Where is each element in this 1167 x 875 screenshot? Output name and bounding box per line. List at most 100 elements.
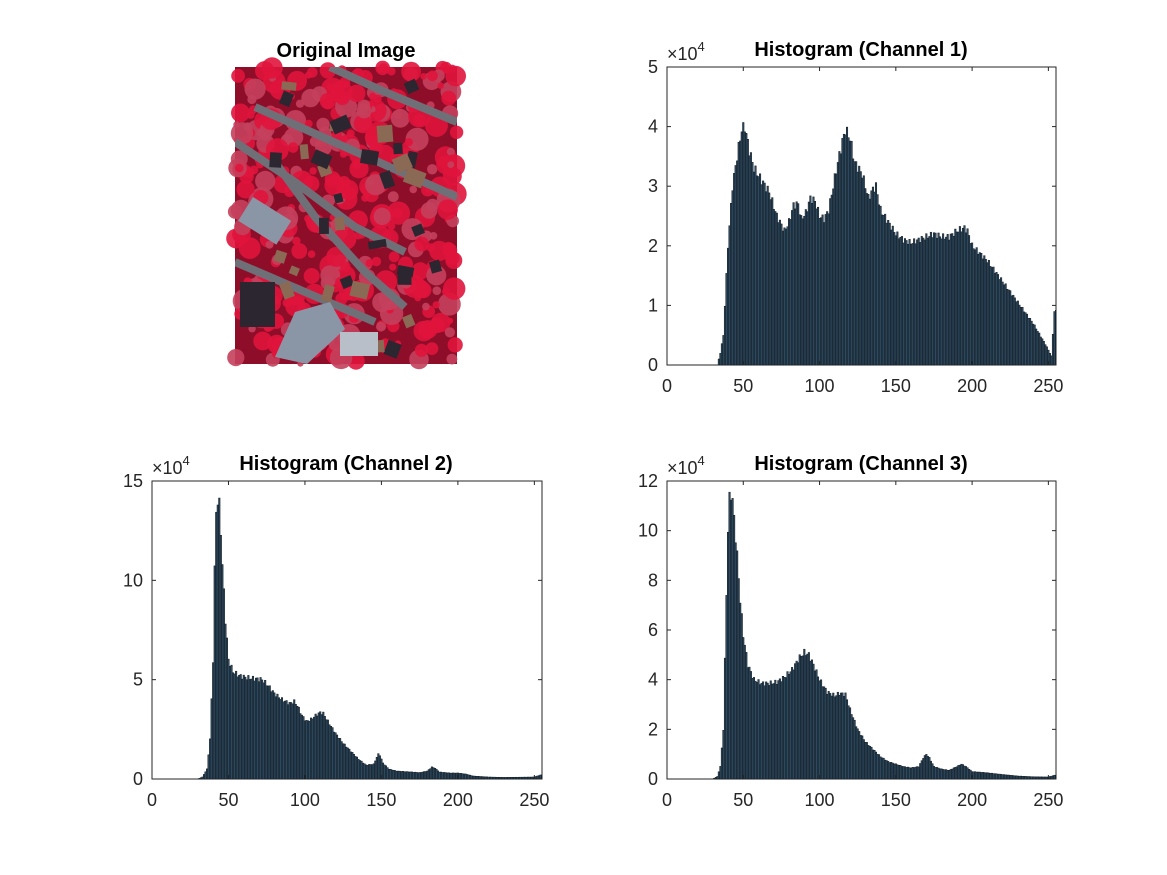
foliage-patch — [292, 236, 301, 246]
house-roof — [428, 259, 443, 274]
y-exponent-label: ×104 — [667, 39, 705, 64]
foliage-patch — [443, 277, 466, 300]
foliage-patch — [238, 237, 261, 259]
aerial-image — [226, 57, 467, 370]
y-tick-label: 3 — [648, 176, 658, 196]
y-exponent-label: ×104 — [152, 453, 190, 478]
house-roof — [383, 339, 402, 359]
road — [235, 258, 377, 326]
axis-ticks: 0 50 100 150 200 250 0 1 2 3 4 5 — [648, 57, 1063, 396]
house-roof — [411, 223, 426, 237]
histogram-bars — [713, 491, 1057, 780]
foliage-patch — [316, 117, 330, 132]
histogram-bar — [1054, 310, 1057, 366]
foliage-patch — [282, 298, 292, 308]
foliage-patch — [255, 61, 275, 81]
house-roof — [403, 78, 420, 95]
building-roof — [340, 332, 378, 356]
foliage-patch — [253, 331, 273, 351]
foliage-patch — [373, 94, 382, 104]
foliage-patch — [231, 69, 246, 83]
foliage-patch — [386, 201, 411, 225]
chart-title: Histogram (Channel 2) — [239, 453, 452, 475]
building-roof — [238, 197, 292, 245]
foliage-patch — [444, 327, 455, 338]
foliage-patch — [301, 88, 320, 108]
house-roof — [402, 313, 416, 329]
house-roof — [288, 265, 300, 277]
foliage-patch — [447, 317, 454, 324]
axis-ticks: 0 50 100 150 200 250 0 2 4 6 8 10 12 — [638, 471, 1063, 810]
y-tick-label: 10 — [123, 570, 143, 590]
x-tick-label: 100 — [290, 790, 320, 810]
histogram-bars — [198, 497, 543, 780]
house-roof — [402, 166, 427, 189]
foliage-patch — [389, 263, 397, 271]
foliage-patch — [265, 240, 274, 249]
foliage-patch — [447, 161, 455, 169]
house-roof — [339, 275, 355, 290]
foliage-patch — [432, 301, 440, 309]
foliage-patch — [437, 82, 445, 89]
house-roof — [318, 217, 329, 234]
foliage-patch — [231, 103, 250, 123]
foliage-patch — [236, 180, 255, 199]
x-tick-label: 250 — [1033, 790, 1063, 810]
foliage-patch — [446, 147, 455, 156]
x-tick-label: 150 — [366, 790, 396, 810]
foliage-patch — [449, 125, 464, 139]
y-tick-label: 8 — [648, 570, 658, 590]
house-roof — [310, 149, 333, 170]
foliage-patch — [414, 236, 430, 252]
foliage-patch — [422, 302, 430, 311]
house-roof — [299, 144, 309, 160]
foliage-patch — [227, 349, 245, 367]
y-tick-label: 2 — [648, 719, 658, 739]
foliage-patch — [390, 108, 410, 128]
y-tick-label: 1 — [648, 295, 658, 315]
foliage-patch — [353, 114, 373, 134]
x-tick-label: 50 — [733, 790, 753, 810]
chart-title: Histogram (Channel 3) — [754, 453, 967, 475]
foliage-patch — [287, 142, 299, 153]
house-roof — [393, 142, 403, 155]
foliage-patch — [420, 202, 438, 219]
y-exponent-label: ×104 — [667, 453, 705, 478]
house-roof — [320, 284, 335, 303]
y-tick-label: 0 — [133, 769, 143, 789]
histogram-channel-3: Histogram (Channel 3) ×104 0 50 100 150 200 2… — [638, 453, 1063, 810]
road — [235, 138, 407, 256]
foliage-patch — [349, 159, 369, 179]
x-tick-label: 150 — [881, 376, 911, 396]
foliage-patch — [330, 80, 353, 103]
y-tick-label: 2 — [648, 236, 658, 256]
foliage-patch — [418, 320, 438, 339]
foliage-patch — [375, 60, 391, 76]
foliage-patch — [347, 84, 366, 103]
y-tick-label: 6 — [648, 620, 658, 640]
house-roof — [391, 153, 413, 174]
road — [271, 159, 408, 311]
foliage-patch — [249, 165, 259, 175]
histogram-bar — [540, 774, 543, 780]
axes-box — [151, 480, 543, 780]
x-tick-label: 100 — [805, 376, 835, 396]
foliage-patch — [372, 292, 393, 313]
foliage-patch — [437, 199, 458, 220]
house-roof — [367, 238, 387, 250]
foliage-patch — [445, 250, 460, 266]
x-tick-label: 0 — [662, 790, 672, 810]
foliage-patch — [291, 243, 308, 259]
x-tick-label: 150 — [881, 790, 911, 810]
foliage-patch — [420, 73, 427, 80]
foliage-patch — [371, 256, 382, 267]
histogram-bar — [1054, 775, 1057, 780]
house-roof — [333, 192, 344, 204]
x-tick-label: 0 — [147, 790, 157, 810]
histogram-channel-2: Histogram (Channel 2) ×104 0 50 100 150 200 2… — [123, 453, 549, 810]
foliage-patch — [388, 251, 400, 263]
y-tick-label: 0 — [648, 355, 658, 375]
house-roof — [278, 90, 295, 108]
building-roof — [275, 302, 345, 364]
